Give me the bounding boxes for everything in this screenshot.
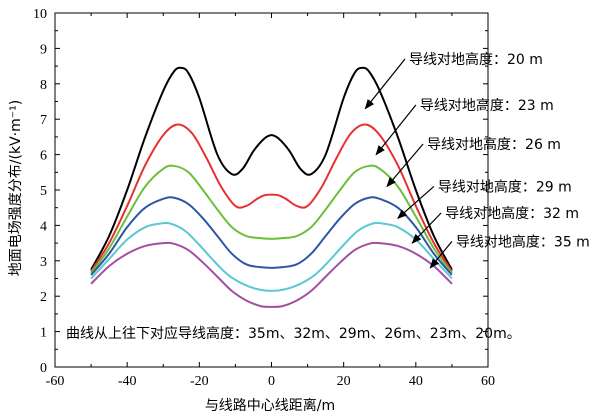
- legend-arrow-1: [375, 104, 417, 156]
- legend-arrow-2: [386, 143, 424, 188]
- legend-label-5: 导线对地高度：35 m: [456, 233, 590, 250]
- legend-annotations: 导线对地高度：20 m 导线对地高度：23 m 导线对地高度：26 m 导线对地高度：…: [364, 51, 590, 269]
- y-tick-label: 9: [40, 42, 47, 57]
- x-tick-label: -40: [118, 374, 137, 389]
- legend-label-4: 导线对地高度：32 m: [445, 205, 579, 222]
- legend-arrow-0: [364, 58, 406, 110]
- y-tick-label: 2: [40, 290, 47, 305]
- x-tick-label: 60: [481, 374, 495, 389]
- legend-arrow-5: [429, 240, 453, 269]
- curve-series-4: [90, 221, 453, 292]
- y-tick-label: 6: [40, 149, 47, 164]
- y-tick-label: 10: [33, 7, 47, 22]
- x-tick-label: -20: [190, 374, 209, 389]
- x-tick-label: 40: [409, 374, 423, 389]
- y-tick-label: 4: [40, 219, 47, 234]
- x-axis-title: 与线路中心线距离/m: [205, 397, 335, 414]
- x-tick-label: 0: [268, 374, 275, 389]
- legend-arrow-3: [397, 186, 435, 219]
- y-axis-title: 地面电场强度分布/(kV·m⁻¹): [8, 100, 24, 276]
- x-tick-label: 20: [337, 374, 351, 389]
- y-tick-label: 8: [40, 78, 47, 93]
- legend-label-1: 导线对地高度：23 m: [420, 97, 554, 114]
- y-tick-label: 5: [40, 184, 47, 199]
- curve-order-note: 曲线从上往下对应导线高度：35m、32m、29m、26m、23m、20m。: [66, 325, 521, 342]
- x-tick-label: -60: [46, 374, 65, 389]
- y-tick-label: 3: [40, 255, 47, 270]
- curves: [90, 66, 453, 308]
- curve-series-2: [90, 164, 453, 274]
- y-tick-label: 0: [40, 361, 47, 376]
- curve-series-1: [90, 123, 453, 272]
- curve-series-3: [90, 196, 453, 276]
- legend-label-3: 导线对地高度：29 m: [438, 178, 572, 195]
- curve-series-5: [90, 241, 453, 308]
- legend-label-2: 导线对地高度：26 m: [427, 136, 561, 153]
- y-tick-label: 1: [40, 326, 47, 341]
- curve-series-0: [90, 66, 453, 271]
- legend-label-0: 导线对地高度：20 m: [409, 51, 543, 68]
- y-tick-label: 7: [40, 113, 47, 128]
- axes: -60 -40 -20 0 20 40 60 0 1 2 3 4 5 6 7 8 9 10: [33, 7, 495, 389]
- legend-arrow-4: [411, 212, 442, 244]
